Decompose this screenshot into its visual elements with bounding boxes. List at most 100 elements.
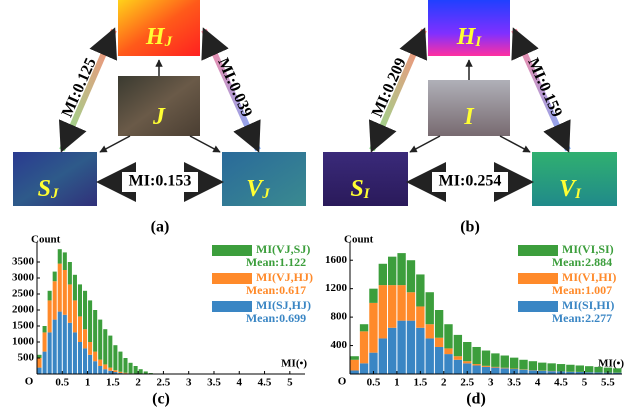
y-tick-label: 800 xyxy=(331,311,348,323)
bar xyxy=(566,365,574,372)
bar xyxy=(360,331,368,363)
bar xyxy=(83,291,87,329)
bar xyxy=(454,335,462,356)
y-axis-label: Count xyxy=(31,234,61,246)
x-tick-label: 5 xyxy=(582,377,588,389)
bar xyxy=(435,347,443,374)
x-tick-label: 5 xyxy=(287,377,293,389)
bar xyxy=(369,353,377,374)
bar xyxy=(369,303,377,353)
node-letter: S xyxy=(350,176,363,202)
bar xyxy=(68,262,72,284)
bar xyxy=(58,249,62,263)
bar xyxy=(78,284,82,316)
bar xyxy=(472,347,480,364)
bar xyxy=(416,306,424,327)
x-axis-label: MI(•) xyxy=(281,358,307,370)
bar xyxy=(73,275,77,301)
bar xyxy=(576,365,584,371)
bar xyxy=(48,332,52,374)
mi-label: MI:0.159 xyxy=(524,56,565,120)
figure: HJJSJVJMI:0.125MI:0.039MI:0.153(a)HIISIV… xyxy=(0,0,627,410)
bar xyxy=(83,348,87,374)
y-tick-label: 500 xyxy=(18,352,35,364)
node-label: I xyxy=(463,104,475,130)
caption: (c) xyxy=(152,391,170,408)
bar xyxy=(73,300,77,332)
x-tick-label: 4 xyxy=(237,377,243,389)
mi-label: MI:0.153 xyxy=(129,173,192,190)
bar xyxy=(38,358,42,368)
bar xyxy=(557,364,565,371)
y-tick-label: 1000 xyxy=(12,336,35,348)
x-tick-label: 2.5 xyxy=(460,377,474,389)
x-tick-label: 0.5 xyxy=(55,377,69,389)
bar xyxy=(491,353,499,367)
bar xyxy=(98,366,102,374)
node-letter: H xyxy=(456,24,477,50)
bar xyxy=(397,321,405,374)
bar xyxy=(454,356,462,360)
x-tick-label: 4.5 xyxy=(554,377,568,389)
edge-label-group: MI:0.254 xyxy=(432,172,508,192)
origin-label: O xyxy=(25,376,34,388)
edge-label-group: MI:0.159 xyxy=(524,56,565,120)
x-tick-label: 2 xyxy=(441,377,447,389)
bar xyxy=(123,373,127,374)
legend-label: MI(VJ,SJ) xyxy=(256,242,310,256)
x-tick-label: 3.5 xyxy=(207,377,221,389)
bar xyxy=(118,352,122,372)
caption: (a) xyxy=(151,219,170,236)
bar xyxy=(53,281,57,319)
bar xyxy=(501,368,509,369)
legend-mean: Mean:0.699 xyxy=(246,311,306,325)
bar xyxy=(407,292,415,320)
x-tick-label: 2.5 xyxy=(157,377,171,389)
bar xyxy=(463,361,471,363)
arrow xyxy=(190,136,220,152)
arrow xyxy=(410,136,440,152)
y-tick-label: 1200 xyxy=(325,282,348,294)
bar xyxy=(397,285,405,321)
x-tick-label: 3 xyxy=(488,377,494,389)
bar xyxy=(426,324,434,338)
bar xyxy=(351,370,359,374)
bar xyxy=(444,348,452,354)
origin-label: O xyxy=(338,376,347,388)
bar xyxy=(43,352,47,374)
bar xyxy=(93,352,97,362)
bar xyxy=(58,312,62,374)
x-tick-label: 1 xyxy=(85,377,91,389)
caption: (d) xyxy=(466,391,486,408)
bar xyxy=(472,364,480,365)
bar xyxy=(463,342,471,361)
bar xyxy=(407,260,415,292)
bar xyxy=(435,310,443,338)
bar xyxy=(491,368,499,374)
arrow xyxy=(100,136,130,152)
bar xyxy=(129,363,133,374)
node-letter: H xyxy=(145,24,166,50)
legend-label: MI(SI,HI) xyxy=(562,298,614,312)
bar xyxy=(472,365,480,374)
x-tick-label: 3.5 xyxy=(507,377,521,389)
bar xyxy=(139,369,143,374)
bar xyxy=(68,323,72,374)
bar xyxy=(93,361,97,374)
x-tick-label: 0.5 xyxy=(367,377,381,389)
bar xyxy=(68,284,72,322)
mi-label: MI:0.039 xyxy=(214,56,255,120)
node-subscript: J xyxy=(261,186,270,202)
bar xyxy=(48,291,52,301)
bar xyxy=(108,368,112,371)
bar xyxy=(529,370,537,374)
bar xyxy=(444,354,452,374)
bar xyxy=(73,332,77,374)
x-tick-label: 1.5 xyxy=(413,377,427,389)
bar xyxy=(538,363,546,371)
bar xyxy=(388,328,396,374)
y-tick-label: 1500 xyxy=(12,320,35,332)
bar xyxy=(63,252,67,270)
bar xyxy=(379,285,387,338)
bar xyxy=(108,336,112,368)
